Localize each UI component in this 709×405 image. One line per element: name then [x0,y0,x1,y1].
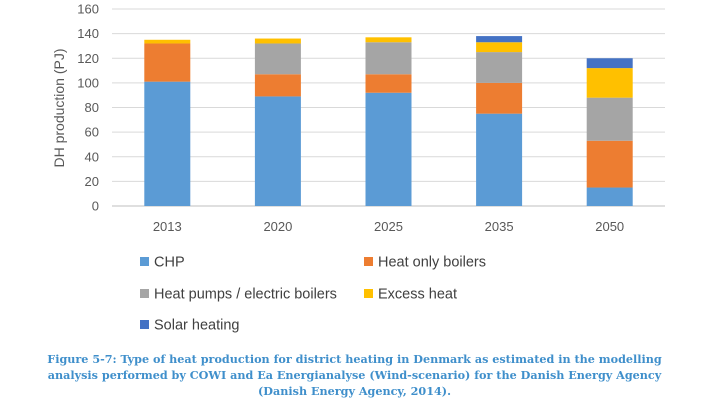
caption-line: analysis performed by COWI and Ea Energi… [47,368,662,382]
legend-swatch [140,320,149,329]
legend-label: Heat pumps / electric boilers [154,287,337,303]
bar-segment [476,82,523,114]
bar-segment [476,52,523,83]
bar-segment [144,81,191,206]
caption-line: Figure 5-7: Type of heat production for … [47,352,662,366]
bar-segment [365,37,412,43]
x-tick-label: 2020 [263,219,292,234]
y-tick-label: 120 [77,51,99,66]
figure-caption: Figure 5-7: Type of heat production for … [0,351,709,399]
bar-segment [254,74,301,97]
y-axis-ticks: 0 20 40 60 80 100 120 140 160 [77,2,99,214]
y-axis-title: DH production (PJ) [51,48,67,167]
legend: CHP Heat only boilers Heat pumps / electri… [140,255,486,334]
bars [144,36,633,206]
x-tick-label: 2025 [374,219,403,234]
legend-swatch [140,289,149,298]
bar-segment [586,187,633,206]
bar-segment [586,140,633,188]
legend-swatch [364,289,373,298]
bar-segment [144,39,191,44]
bar-segment [476,113,523,206]
bar-segment [586,58,633,69]
x-tick-label: 2013 [153,219,182,234]
y-tick-label: 160 [77,2,99,17]
bar-segment [476,42,523,53]
caption-line: (Danish Energy Agency, 2014). [258,384,451,398]
legend-label: Heat only boilers [378,255,486,271]
x-tick-label: 2050 [595,219,624,234]
y-tick-label: 20 [85,174,99,189]
y-tick-label: 40 [85,149,99,164]
bar-segment [586,68,633,98]
bar-segment [254,96,301,206]
legend-swatch [140,257,149,266]
bar-segment [365,74,412,93]
y-tick-label: 80 [85,100,99,115]
bar-segment [365,92,412,206]
x-tick-label: 2035 [485,219,514,234]
bar-segment [144,43,191,82]
y-tick-label: 100 [77,75,99,90]
legend-swatch [364,257,373,266]
legend-label: Excess heat [378,287,457,303]
bar-segment [254,38,301,44]
bar-segment [365,42,412,75]
bar-segment [254,43,301,75]
bar-segment [476,36,523,43]
legend-label: Solar heating [154,318,239,334]
x-axis-ticks: 2013 2020 2025 2035 2050 [153,219,624,234]
y-tick-label: 0 [92,199,99,214]
y-tick-label: 60 [85,125,99,140]
y-tick-label: 140 [77,26,99,41]
legend-label: CHP [154,255,185,271]
bar-segment [586,97,633,141]
